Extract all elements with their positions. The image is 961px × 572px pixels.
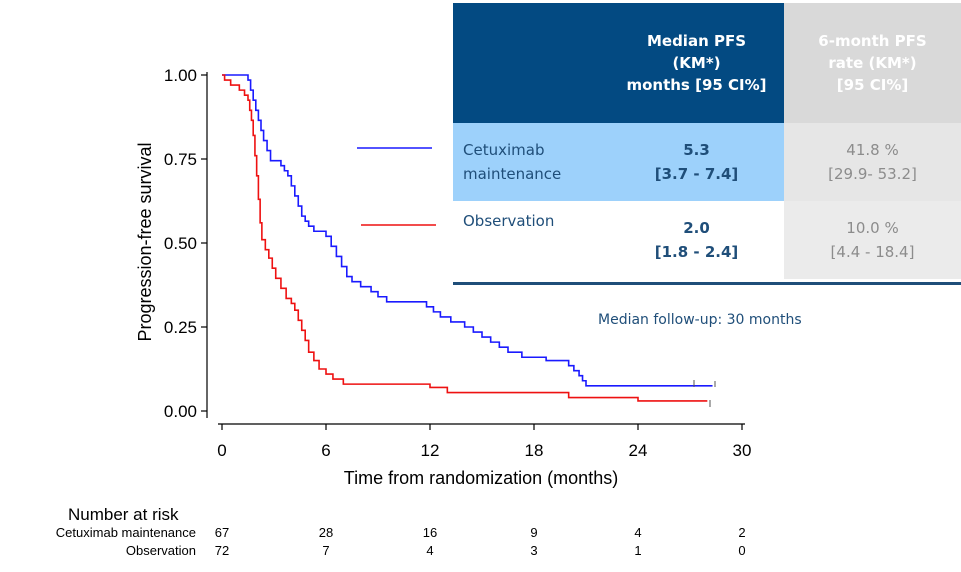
x-tick-label: 0 [217,441,226,460]
y-axis-label: Progression-free survival [135,142,155,341]
median-cetuximab-ci: [3.7 - 7.4] [654,165,739,183]
rate-cetuximab-value: 41.8 % [846,141,899,159]
x-tick-label: 24 [629,441,648,460]
table-row-cetuximab: Cetuximab maintenance 5.3 [3.7 - 7.4] 41… [453,123,961,201]
x-axis-ticks: 0 6 12 18 24 30 [217,424,751,460]
observation-curve [222,74,708,402]
median-observation-ci: [1.8 - 2.4] [654,243,739,261]
risk-value: 67 [215,525,229,540]
number-at-risk-title: Number at risk [68,505,179,524]
arm-label-observation-line-1: Observation [463,212,555,230]
header-median-line-3: months [95 CI%] [626,76,767,94]
arm-label-cetuximab-line-2: maintenance [463,165,562,183]
header-median-line-2: (KM*) [672,54,721,72]
x-axis-label: Time from randomization (months) [344,468,618,488]
table-header-row: Median PFS (KM*) months [95 CI%] 6-month… [453,3,961,123]
risk-label-cetuximab: Cetuximab maintenance [56,525,196,540]
y-axis-ticks: 0.00 0.25 0.50 0.75 1.00 [164,66,207,421]
risk-value: 28 [319,525,333,540]
median-cetuximab-value: 5.3 [683,141,710,159]
header-rate-line-1: 6-month PFS [818,32,927,50]
header-median-line-1: Median PFS [646,32,747,50]
risk-label-observation: Observation [126,543,196,558]
risk-value: 2 [738,525,745,540]
risk-value: 3 [530,543,537,558]
header-rate-line-3: [95 CI%] [836,76,909,94]
header-6month-rate: 6-month PFS rate (KM*) [95 CI%] [784,3,961,123]
cetuximab-curve [222,74,713,387]
rate-observation-value: 10.0 % [846,219,899,237]
x-tick-label: 6 [321,441,330,460]
y-tick-label: 0.00 [164,402,197,421]
y-tick-label: 0.25 [164,318,197,337]
y-tick-label: 1.00 [164,66,197,85]
rate-observation: 10.0 % [4.4 - 18.4] [784,201,961,279]
rate-cetuximab-ci: [29.9- 53.2] [828,165,917,183]
median-cetuximab: 5.3 [3.7 - 7.4] [609,123,784,201]
risk-value: 9 [530,525,537,540]
risk-value: 16 [423,525,437,540]
risk-value: 1 [634,543,641,558]
risk-value: 72 [215,543,229,558]
x-tick-label: 30 [733,441,752,460]
header-blank-cell [453,3,609,123]
header-median-pfs: Median PFS (KM*) months [95 CI%] [609,3,784,123]
table-bottom-rule [453,282,961,285]
risk-values: 67 28 16 9 4 2 72 7 4 3 1 0 [215,525,746,558]
rate-observation-ci: [4.4 - 18.4] [830,243,915,261]
arm-label-cetuximab: Cetuximab maintenance [453,123,609,201]
x-tick-label: 12 [421,441,440,460]
pfs-summary-table: Median PFS (KM*) months [95 CI%] 6-month… [453,3,961,279]
median-observation-value: 2.0 [683,219,710,237]
y-tick-label: 0.75 [164,150,197,169]
risk-value: 0 [738,543,745,558]
risk-value: 4 [426,543,433,558]
risk-value: 4 [634,525,641,540]
median-observation: 2.0 [1.8 - 2.4] [609,201,784,279]
median-follow-up-note: Median follow-up: 30 months [598,312,802,328]
header-rate-line-2: rate (KM*) [828,54,917,72]
risk-value: 7 [322,543,329,558]
arm-label-observation: Observation [453,201,609,279]
y-tick-label: 0.50 [164,234,197,253]
table-row-observation: Observation 2.0 [1.8 - 2.4] 10.0 % [4.4 … [453,201,961,279]
arm-label-cetuximab-line-1: Cetuximab [463,141,545,159]
rate-cetuximab: 41.8 % [29.9- 53.2] [784,123,961,201]
x-tick-label: 18 [525,441,544,460]
